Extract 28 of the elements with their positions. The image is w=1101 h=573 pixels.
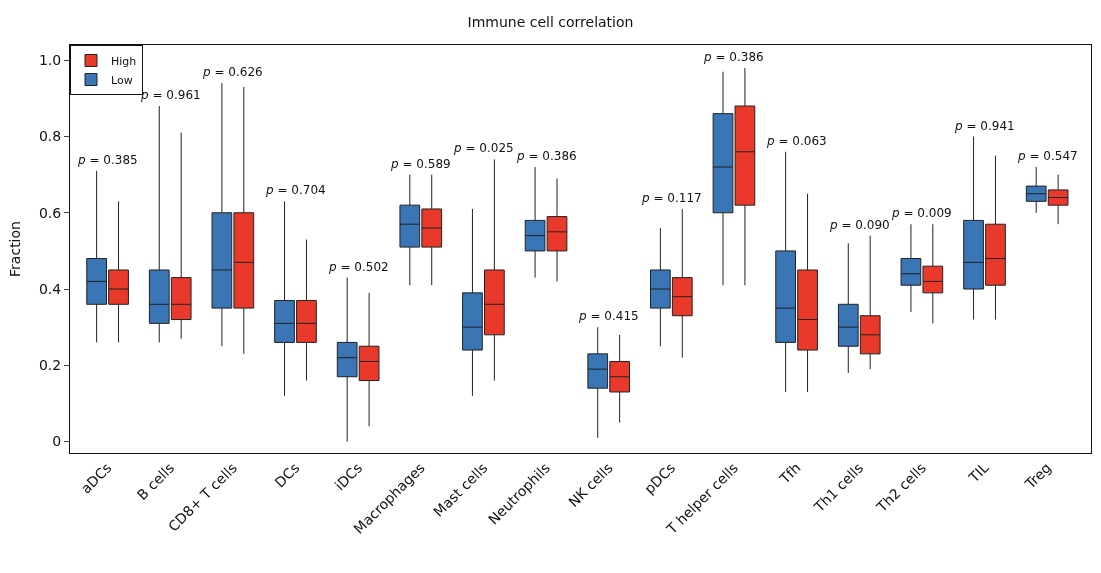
annotation: p = 0.386 xyxy=(703,50,764,64)
annotation: p = 0.117 xyxy=(641,191,702,205)
annotation: p = 0.025 xyxy=(453,141,514,155)
legend-label: Low xyxy=(111,73,133,87)
y-tick-label: 0 xyxy=(52,433,62,450)
y-tick-label: 0.6 xyxy=(38,204,62,221)
y-tick-label: 0.2 xyxy=(38,357,62,374)
y-tick-label: 0.4 xyxy=(38,280,62,297)
y-axis-title: Fraction xyxy=(6,221,23,277)
x-tick-label: Tfh xyxy=(775,459,804,488)
annotation: p = 0.589 xyxy=(390,157,451,171)
x-tick-label: TIL xyxy=(965,459,992,487)
annotation: p = 0.385 xyxy=(77,153,138,167)
annotation: p = 0.547 xyxy=(1017,149,1078,163)
annotation: p = 0.941 xyxy=(954,119,1015,133)
annotation: p = 0.704 xyxy=(265,183,326,197)
legend-label: High xyxy=(111,54,137,68)
annotation: p = 0.090 xyxy=(829,218,890,232)
annotation: p = 0.386 xyxy=(516,149,577,163)
annotation: p = 0.063 xyxy=(766,134,827,148)
annotation: p = 0.009 xyxy=(891,206,952,220)
annotation: p = 0.502 xyxy=(328,260,389,274)
annotation: p = 0.626 xyxy=(202,65,263,79)
chart-title: Immune cell correlation xyxy=(467,13,634,30)
y-tick-label: 1.0 xyxy=(38,52,62,69)
y-tick-label: 0.8 xyxy=(38,128,62,145)
x-tick-label: Treg xyxy=(1021,459,1055,493)
annotation: p = 0.415 xyxy=(578,309,639,323)
